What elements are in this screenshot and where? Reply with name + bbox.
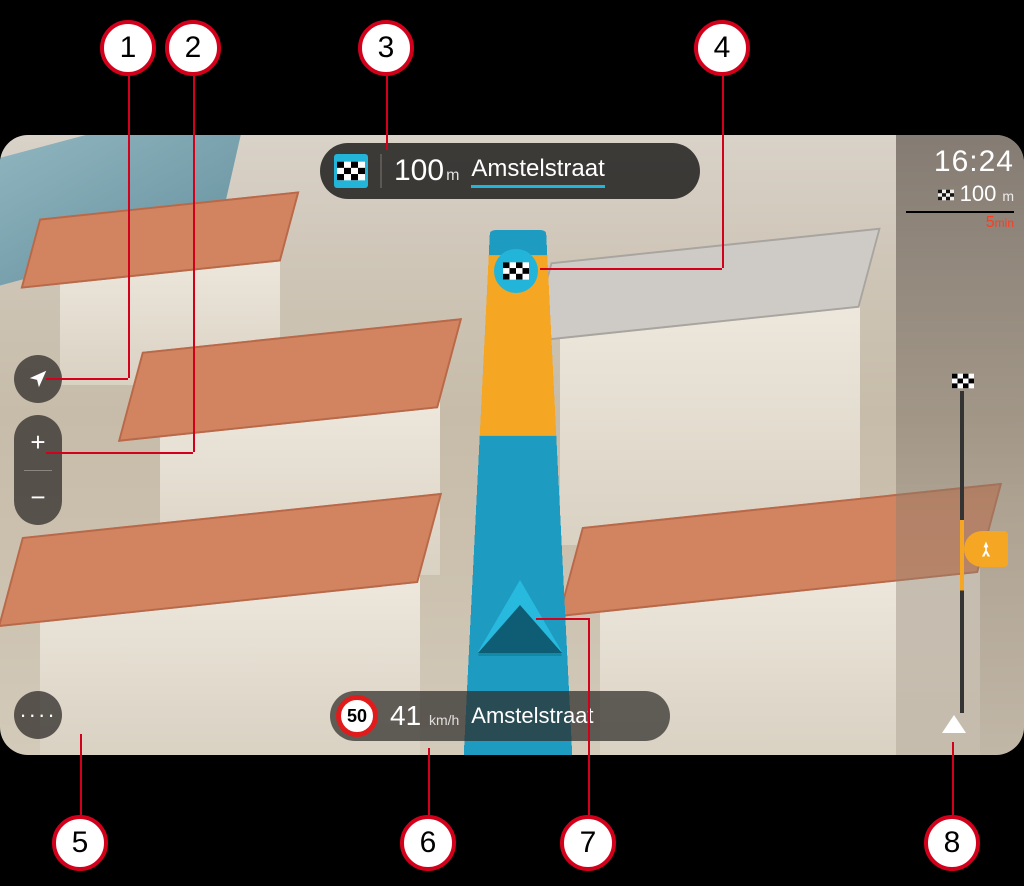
speed-panel[interactable]: 50 41 km/h Amstelstraat	[330, 691, 670, 741]
instruction-distance: 100m	[394, 154, 459, 188]
destination-marker[interactable]	[494, 249, 538, 293]
checkered-flag-icon	[938, 189, 954, 201]
roadworks-icon	[976, 539, 996, 559]
current-speed: 41 km/h	[390, 700, 459, 732]
callout-lead	[46, 452, 193, 454]
instruction-icon	[334, 154, 368, 188]
current-speed-value: 41	[390, 700, 421, 731]
callout-3: 3	[358, 20, 414, 76]
instruction-distance-unit: m	[446, 167, 459, 184]
checkered-flag-icon	[337, 160, 365, 182]
callout-5: 5	[52, 815, 108, 871]
checkered-flag-icon	[503, 262, 529, 280]
zoom-in-button[interactable]: +	[14, 415, 62, 470]
instruction-street: Amstelstraat	[471, 155, 604, 188]
callout-lead	[80, 734, 82, 815]
callout-lead	[952, 742, 954, 815]
clock-time: 16:24	[934, 145, 1014, 179]
callout-lead	[722, 76, 724, 268]
instruction-distance-value: 100	[394, 154, 444, 187]
traffic-incident-badge[interactable]	[964, 531, 1008, 567]
current-street: Amstelstraat	[471, 703, 593, 729]
callout-lead	[540, 268, 722, 270]
remaining-distance: 100 m	[938, 181, 1014, 207]
callout-lead	[588, 618, 590, 815]
callout-lead	[193, 76, 195, 452]
checkered-flag-icon	[952, 373, 974, 389]
callout-8: 8	[924, 815, 980, 871]
main-menu-button[interactable]: ····	[14, 691, 62, 739]
callout-1: 1	[100, 20, 156, 76]
divider	[380, 154, 382, 188]
route-bar-current-position-icon	[942, 715, 966, 733]
remaining-distance-value: 100	[960, 181, 997, 207]
callout-6: 6	[400, 815, 456, 871]
callout-2: 2	[165, 20, 221, 76]
arrival-info-panel[interactable]: 16:24 100 m 5min	[896, 135, 1024, 755]
current-speed-unit: km/h	[429, 712, 459, 728]
guidance-view-map[interactable]: 100m Amstelstraat 16:24 100 m 5min	[0, 135, 1024, 755]
callout-lead	[386, 76, 388, 150]
callout-4: 4	[694, 20, 750, 76]
zoom-out-button[interactable]: −	[14, 471, 62, 526]
callout-lead	[428, 748, 430, 815]
callout-lead	[536, 618, 588, 620]
current-location-chevron	[478, 580, 562, 652]
zoom-control: + −	[14, 415, 62, 525]
route-bar[interactable]	[906, 213, 1014, 741]
speed-limit-sign: 50	[336, 695, 378, 737]
instruction-panel[interactable]: 100m Amstelstraat	[320, 143, 700, 199]
callout-lead	[46, 378, 128, 380]
callout-7: 7	[560, 815, 616, 871]
callout-lead	[128, 76, 130, 378]
remaining-distance-unit: m	[1002, 188, 1014, 204]
